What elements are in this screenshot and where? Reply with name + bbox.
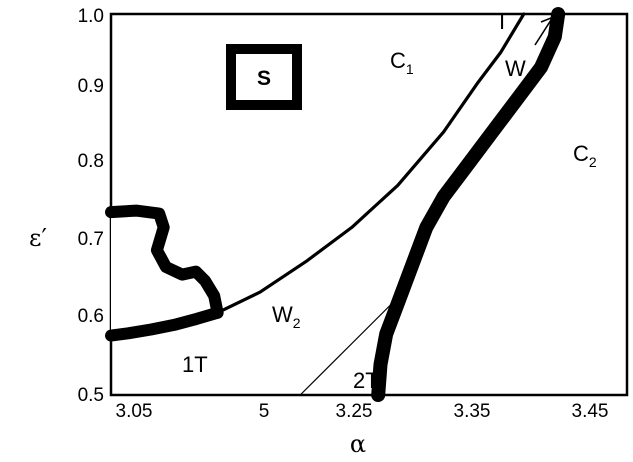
c2-sub: 2: [589, 154, 597, 170]
region-label-w2: W2: [272, 302, 301, 331]
x-tick-3.25: 3.25: [336, 401, 373, 422]
w2-sub: 2: [293, 315, 301, 331]
c2-main: C: [573, 141, 589, 166]
series-line-thick-1: [371, 7, 566, 402]
y-tick-0.6: 0.6: [78, 306, 104, 327]
series-line-thick-boundary-4: [105, 204, 224, 319]
c1-main: C: [390, 48, 406, 73]
region-label-w1: W1: [505, 56, 534, 85]
y-axis-label: ε′: [29, 224, 47, 252]
region-label-s: S: [257, 67, 271, 90]
c1-sub: 1: [406, 61, 414, 77]
plot-frame: [109, 12, 629, 397]
x-tick-5: 5: [259, 401, 270, 422]
y-tick-0.9: 0.9: [78, 76, 104, 97]
x-tick-3.35: 3.35: [454, 401, 491, 422]
region-label-2t: 2T: [353, 368, 379, 393]
s-box-marker: [226, 44, 302, 110]
x-tick-3.45: 3.45: [572, 401, 609, 422]
series-line-hairline-2: [299, 291, 404, 396]
y-tick-1.0: 1.0: [78, 6, 104, 27]
w1-main: W: [505, 56, 526, 81]
region-label-1t: 1T: [182, 352, 208, 377]
island-region: [111, 210, 218, 336]
island-fill: [111, 210, 218, 336]
x-axis-label: α: [350, 430, 366, 458]
series-line-thick-boundary-3: [105, 306, 224, 342]
y-tick-0.8: 0.8: [78, 151, 104, 172]
region-label-i: I: [499, 9, 505, 34]
w2-main: W: [272, 302, 293, 327]
y-tick-0.5: 0.5: [78, 385, 104, 406]
arrow-icon: [534, 16, 553, 46]
series-line-thin-0: [216, 12, 526, 315]
y-tick-0.7: 0.7: [78, 229, 104, 250]
phase-boundaries: [105, 7, 566, 402]
w1-sub: 1: [526, 69, 534, 85]
region-label-c2: C2: [573, 141, 597, 170]
x-tick-3.05: 3.05: [116, 401, 153, 422]
region-label-c1: C1: [390, 48, 414, 77]
